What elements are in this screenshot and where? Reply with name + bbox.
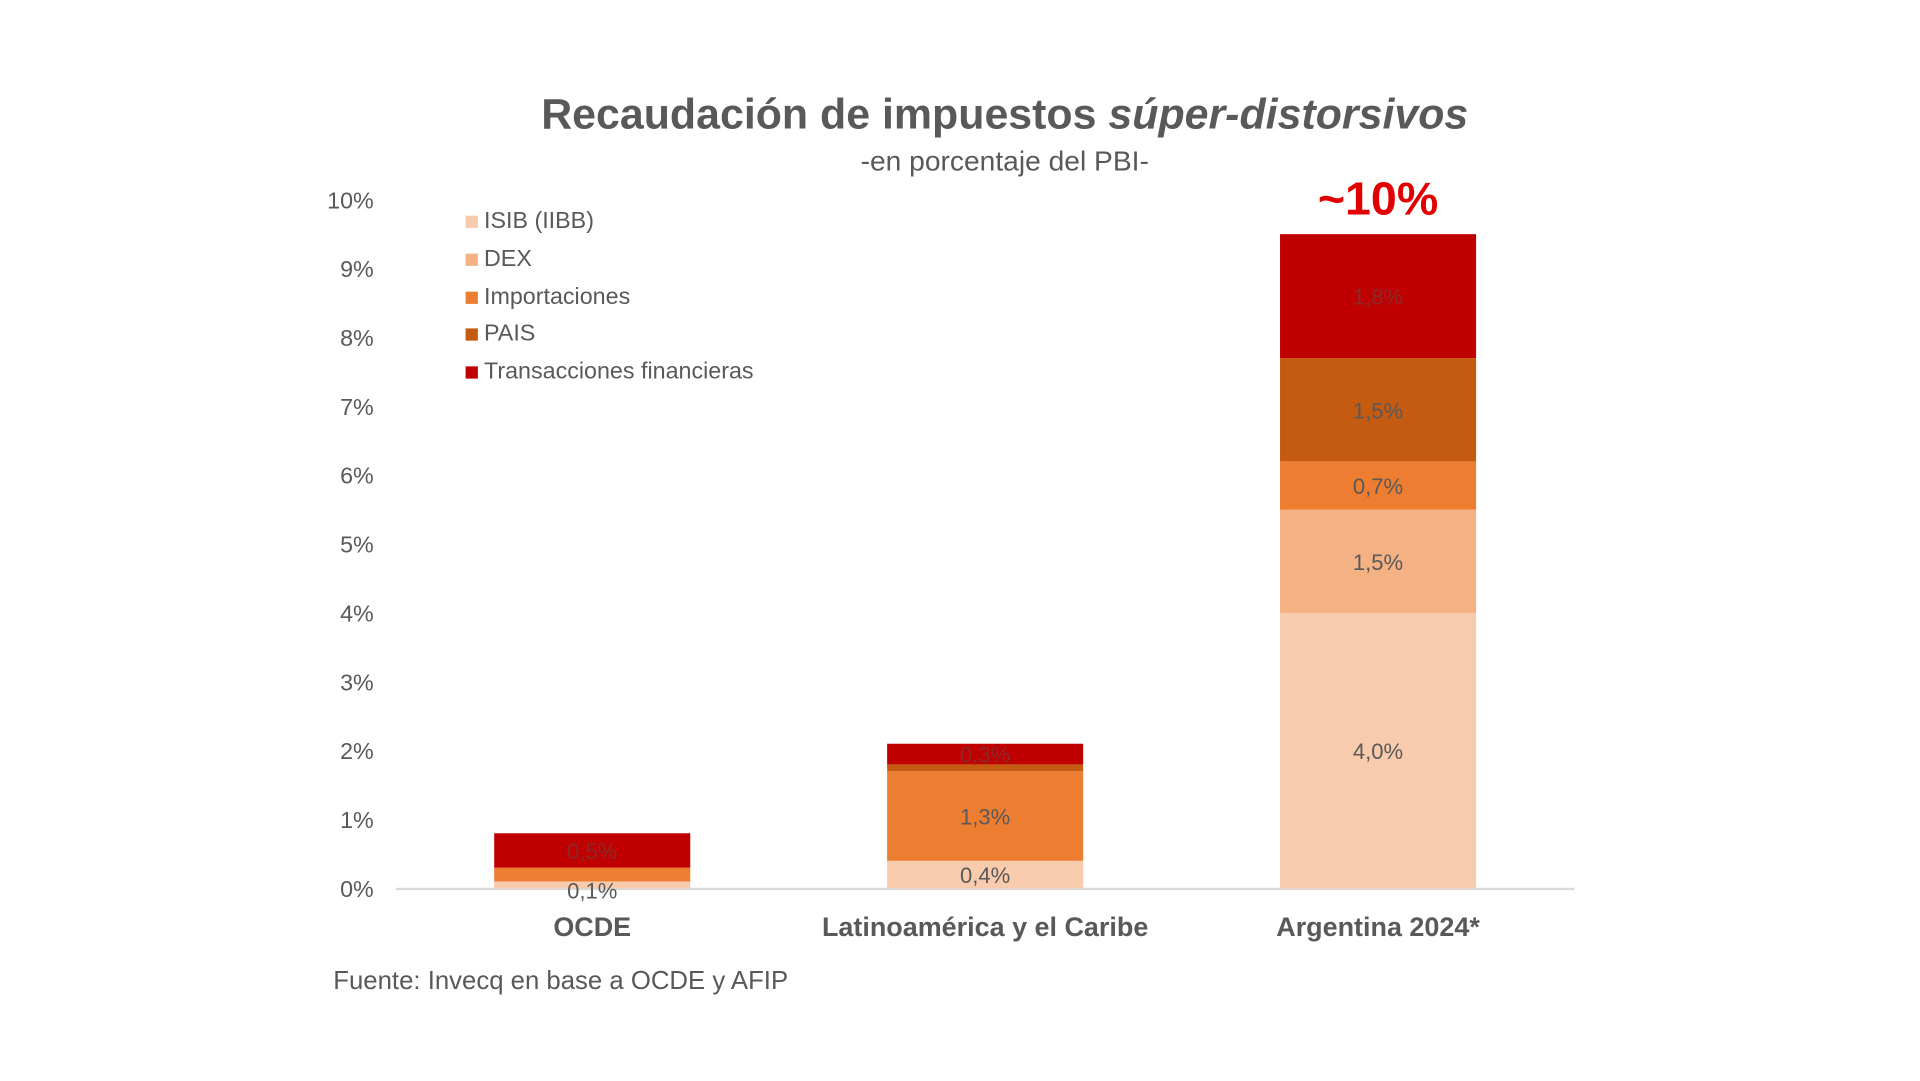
legend-item: ISIB (IIBB) bbox=[465, 203, 754, 241]
bar-segment bbox=[1280, 509, 1477, 613]
data-label: 0,7% bbox=[1353, 474, 1403, 499]
legend-label: DEX bbox=[483, 246, 532, 273]
legend-label: PAIS bbox=[483, 321, 536, 348]
legend-item: Transacciones financieras bbox=[465, 354, 754, 392]
bar-segment bbox=[494, 867, 691, 882]
data-label: 0,3% bbox=[960, 743, 1010, 768]
y-tick-label: 0% bbox=[340, 876, 374, 902]
chart-title-italic: súper-distorsivos bbox=[1108, 90, 1469, 139]
bar-segment bbox=[494, 833, 691, 868]
legend-swatch-icon bbox=[465, 216, 478, 229]
data-label: 1,5% bbox=[1353, 398, 1403, 423]
y-tick-label: 6% bbox=[340, 463, 374, 489]
legend-label: ISIB (IIBB) bbox=[483, 208, 594, 235]
data-label: 4,0% bbox=[1353, 739, 1403, 764]
legend-label: Transacciones financieras bbox=[483, 359, 754, 385]
bar-segment bbox=[494, 881, 691, 889]
y-tick-label: 1% bbox=[340, 807, 374, 833]
x-category-label: Latinoamérica y el Caribe bbox=[822, 912, 1148, 942]
legend-swatch-icon bbox=[465, 291, 478, 304]
y-tick-label: 4% bbox=[340, 600, 374, 626]
y-tick-label: 3% bbox=[340, 669, 374, 695]
bar-segment bbox=[1280, 234, 1477, 359]
bar-segment bbox=[1280, 612, 1477, 889]
legend-swatch-icon bbox=[465, 366, 478, 379]
legend: ISIB (IIBB) DEX Importaciones PAIS Transacci… bbox=[465, 203, 754, 392]
legend-item: DEX bbox=[465, 241, 754, 279]
y-tick-label: 8% bbox=[340, 325, 374, 351]
data-label: 1,5% bbox=[1353, 550, 1403, 575]
bar-segment bbox=[887, 764, 1084, 772]
data-label: 0,5% bbox=[567, 839, 617, 864]
legend-item: Importaciones bbox=[465, 279, 754, 317]
y-tick-label: 10% bbox=[327, 187, 374, 213]
data-label: 1,3% bbox=[960, 805, 1010, 830]
bar-segment bbox=[1280, 461, 1477, 510]
bar-segment bbox=[887, 860, 1084, 889]
chart-title: Recaudación de impuestos súper-distorsiv… bbox=[0, 91, 1920, 140]
total-annotation: ~10% bbox=[1318, 173, 1438, 225]
chart-subtitle: -en porcentaje del PBI- bbox=[860, 144, 1149, 177]
x-category-label: OCDE bbox=[553, 912, 631, 942]
legend-swatch-icon bbox=[465, 328, 478, 342]
y-tick-label: 7% bbox=[340, 394, 374, 420]
source-note: Fuente: Invecq en base a OCDE y AFIP bbox=[333, 966, 789, 995]
y-tick-label: 5% bbox=[340, 532, 374, 558]
legend-label: Importaciones bbox=[483, 283, 631, 310]
x-category-label: Argentina 2024* bbox=[1276, 912, 1480, 942]
data-label: 0,1% bbox=[567, 878, 617, 903]
y-tick-label: 9% bbox=[340, 256, 374, 282]
bar-segment bbox=[1280, 358, 1477, 462]
bar-segment bbox=[887, 743, 1084, 765]
legend-swatch-icon bbox=[465, 253, 478, 266]
y-tick-label: 2% bbox=[340, 738, 374, 764]
data-label: 0,4% bbox=[960, 863, 1010, 888]
chart-title-text: Recaudación de impuestos bbox=[541, 90, 1097, 139]
legend-item: PAIS bbox=[465, 316, 754, 354]
bar-segment bbox=[887, 771, 1084, 861]
data-label: 1,8% bbox=[1353, 285, 1403, 310]
